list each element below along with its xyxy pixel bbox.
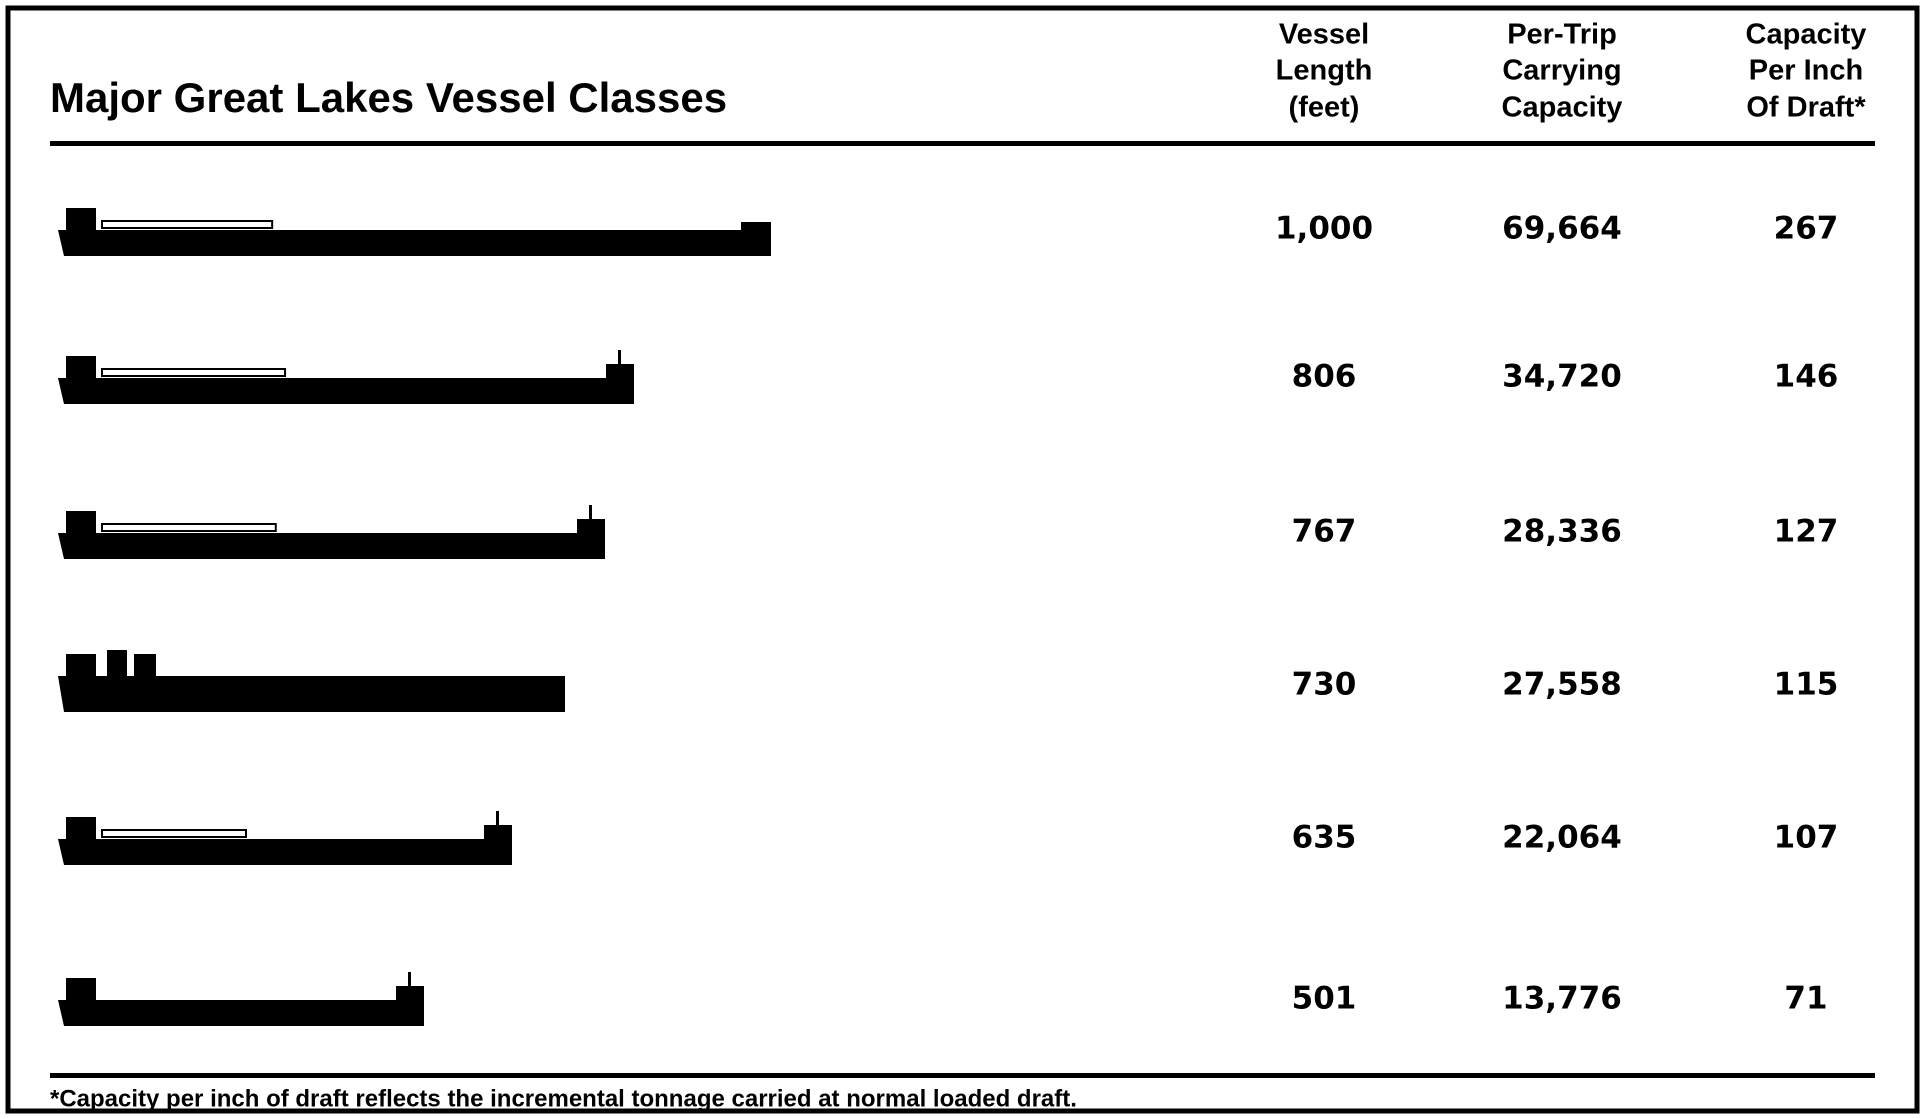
column-header: Capacity (1746, 19, 1867, 51)
ship-bow-house (396, 986, 424, 1000)
ship-mast (408, 972, 411, 988)
table-cell: 635 (1292, 820, 1357, 856)
column-header: Capacity (1502, 92, 1623, 124)
ship-hull (58, 676, 565, 712)
ship-superstructure (107, 650, 127, 676)
ship-hull (58, 1000, 424, 1026)
table-cell: 767 (1292, 514, 1357, 550)
ship-bow-house (577, 519, 605, 533)
column-header: Per-Trip (1507, 19, 1617, 51)
ship-mast (618, 350, 621, 366)
footnote: *Capacity per inch of draft reflects the… (50, 1085, 1077, 1112)
table-cell: 806 (1292, 359, 1357, 395)
table-cell: 267 (1774, 211, 1839, 247)
table-cell: 1,000 (1275, 211, 1373, 247)
ship-superstructure (66, 817, 96, 839)
table-cell: 27,558 (1502, 667, 1622, 703)
header-rule (50, 141, 1875, 146)
table-cell: 28,336 (1502, 514, 1622, 550)
table-cell: 34,720 (1502, 359, 1622, 395)
table-cell: 71 (1784, 981, 1827, 1017)
table-cell: 127 (1774, 514, 1839, 550)
column-header: Per Inch (1749, 55, 1863, 87)
ship-superstructure (66, 208, 96, 230)
ship-bow-house (741, 222, 771, 230)
column-header: Vessel (1279, 19, 1369, 51)
ship-mast (496, 811, 499, 827)
table-cell: 501 (1292, 981, 1357, 1017)
ship-superstructure (66, 654, 96, 676)
ship-superstructure (66, 978, 96, 1000)
column-header: Carrying (1502, 55, 1621, 87)
table-cell: 107 (1774, 820, 1839, 856)
table-cell: 730 (1292, 667, 1357, 703)
table-cell: 69,664 (1502, 211, 1622, 247)
column-header: (feet) (1289, 92, 1360, 124)
ship-hull (58, 230, 771, 256)
title: Major Great Lakes Vessel Classes (50, 74, 727, 121)
footer-rule (50, 1073, 1875, 1078)
page: Major Great Lakes Vessel Classes *Capaci… (0, 0, 1925, 1119)
table-cell: 146 (1774, 359, 1839, 395)
frame (8, 8, 1917, 1111)
column-header: Of Draft* (1746, 92, 1866, 124)
ship-superstructure (66, 356, 96, 378)
ship-hull (58, 839, 512, 865)
table-cell: 13,776 (1502, 981, 1622, 1017)
ship-bow-house (484, 825, 512, 839)
ship-bow-house (606, 364, 634, 378)
ship-superstructure (66, 511, 96, 533)
ship-mast (589, 505, 592, 521)
ship-hull (58, 533, 605, 559)
ship-hull (58, 378, 634, 404)
column-header: Length (1276, 55, 1373, 87)
table-cell: 115 (1774, 667, 1839, 703)
table-cell: 22,064 (1502, 820, 1622, 856)
ship-superstructure (134, 654, 156, 676)
